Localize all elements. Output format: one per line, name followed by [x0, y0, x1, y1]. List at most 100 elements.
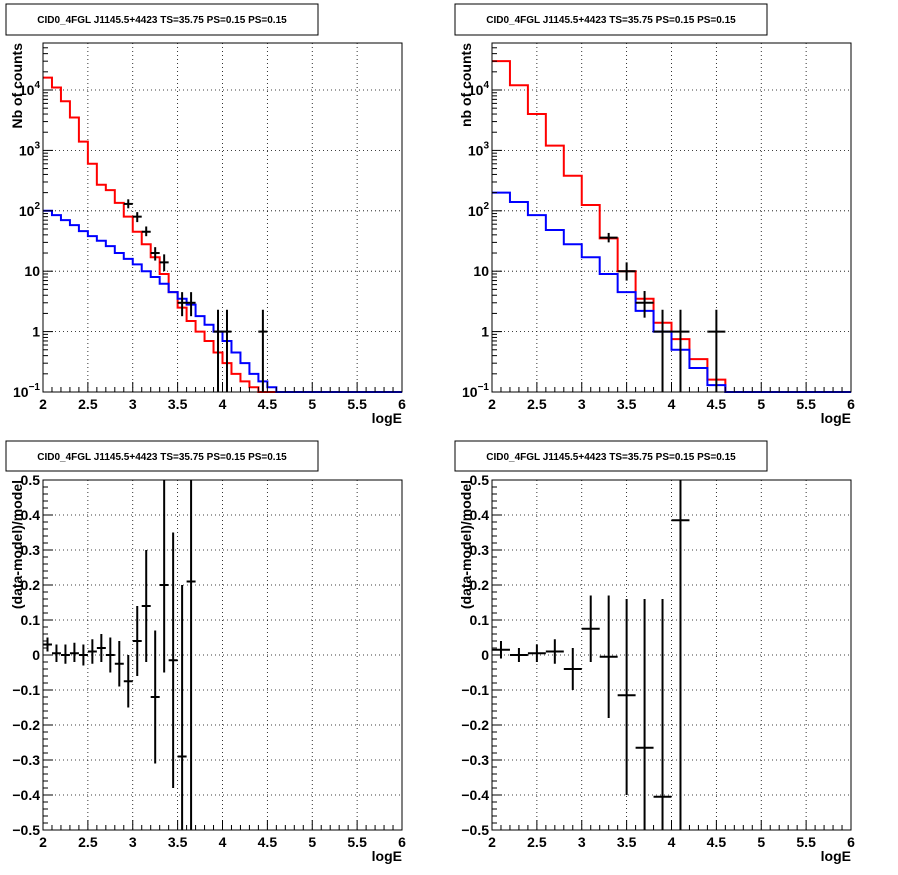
x-tick-label: 6 — [398, 396, 406, 412]
panel-title-top-right: CID0_4FGL J1145.5+4423 TS=35.75 PS=0.15 … — [454, 3, 768, 36]
y-tick-label: −0.1 — [12, 682, 40, 698]
plot-counts-left: 2 2.5 3 3.5 4 4.5 5 5.5 6logE10−1110102103104Nb … — [9, 42, 406, 426]
x-tick-label: 6 — [847, 396, 855, 412]
data-point — [60, 644, 70, 664]
data-points — [43, 480, 196, 830]
y-tick-base: 10 — [19, 203, 35, 219]
y-axis-title: Nb of counts — [9, 43, 25, 129]
y-tick-label: 0.1 — [470, 612, 490, 628]
x-tick-label: 3.5 — [617, 396, 637, 412]
y-tick-label: 0.3 — [470, 542, 490, 558]
x-tick-label: 2.5 — [78, 396, 98, 412]
y-tick-label: 0.4 — [21, 507, 41, 523]
panel-title-text: CID0_4FGL J1145.5+4423 TS=35.75 PS=0.15 … — [486, 15, 736, 26]
data-point — [653, 599, 672, 830]
panel-title-top-left: CID0_4FGL J1145.5+4423 TS=35.75 PS=0.15 … — [5, 3, 319, 36]
data-point — [51, 644, 61, 662]
data-point — [671, 480, 690, 830]
data-point — [635, 291, 654, 318]
x-tick-label: 6 — [398, 834, 406, 850]
y-tick-base: 10 — [19, 82, 35, 98]
x-tick-label: 4 — [219, 396, 227, 412]
x-tick-label: 4.5 — [707, 396, 727, 412]
y-axis: −0.5 −0.4 −0.3 −0.2 −0.1 0 0.1 0.2 0.3 0.4 0.5(dat… — [9, 472, 53, 838]
grid-lines — [492, 480, 851, 830]
data-point — [527, 644, 546, 662]
data-point — [563, 648, 582, 690]
y-tick-label: 0.5 — [470, 472, 490, 488]
y-tick-label: 10−1 — [462, 382, 489, 400]
y-tick-label: 102 — [19, 201, 41, 219]
data-point — [599, 595, 618, 718]
y-tick-label: 102 — [468, 201, 490, 219]
x-tick-label: 3 — [578, 396, 586, 412]
data-point — [213, 309, 223, 392]
x-tick-label: 5 — [308, 396, 316, 412]
x-axis-title: logE — [372, 410, 402, 426]
y-tick-base: 10 — [462, 384, 478, 400]
y-tick-exponent: 4 — [483, 80, 489, 91]
panel-title-bottom-right: CID0_4FGL J1145.5+4423 TS=35.75 PS=0.15 … — [454, 440, 768, 472]
y-tick-label: 103 — [468, 140, 490, 158]
x-tick-label: 2 — [488, 834, 496, 850]
data-point — [150, 630, 160, 764]
y-tick-label: −0.3 — [461, 752, 489, 768]
y-tick-label: −0.2 — [12, 717, 40, 733]
data-point — [159, 254, 169, 272]
x-tick-label: 5 — [757, 396, 765, 412]
x-tick-label: 4.5 — [258, 834, 278, 850]
y-tick-label: 104 — [19, 80, 41, 98]
y-tick-label: −0.5 — [461, 822, 489, 838]
x-tick-label: 6 — [847, 834, 855, 850]
x-tick-label: 5 — [308, 834, 316, 850]
y-tick-base: 10 — [468, 142, 484, 158]
x-tick-label: 2.5 — [527, 834, 547, 850]
y-tick-label: −0.5 — [12, 822, 40, 838]
x-tick-label: 3.5 — [617, 834, 637, 850]
x-tick-label: 5.5 — [796, 834, 816, 850]
y-tick-label: 0.5 — [21, 472, 41, 488]
data-point — [222, 309, 232, 392]
data-point — [132, 606, 142, 676]
x-tick-label: 5.5 — [796, 396, 816, 412]
data-point — [671, 309, 690, 392]
x-tick-label: 4 — [219, 834, 227, 850]
panel-title-bottom-left: CID0_4FGL J1145.5+4423 TS=35.75 PS=0.15 … — [5, 440, 319, 472]
y-tick-exponent: −1 — [29, 382, 41, 393]
data-point — [492, 641, 510, 659]
x-tick-label: 2 — [39, 396, 47, 412]
data-point — [168, 532, 178, 788]
y-tick-label: 0.3 — [21, 542, 41, 558]
data-points — [492, 480, 690, 830]
data-points — [599, 232, 726, 392]
x-tick-label: 5 — [757, 834, 765, 850]
x-tick-label: 3 — [129, 396, 137, 412]
panel-title-text: CID0_4FGL J1145.5+4423 TS=35.75 PS=0.15 … — [486, 452, 736, 463]
y-tick-label: −0.4 — [461, 787, 489, 803]
x-tick-label: 2.5 — [527, 396, 547, 412]
y-tick-label: 0.2 — [470, 577, 490, 593]
x-tick-label: 5.5 — [347, 834, 367, 850]
y-tick-base: 10 — [13, 384, 29, 400]
data-point — [141, 550, 151, 662]
panel-title-text: CID0_4FGL J1145.5+4423 TS=35.75 PS=0.15 … — [37, 15, 287, 26]
data-point — [186, 480, 196, 830]
plot-residuals-right: 2 2.5 3 3.5 4 4.5 5 5.5 6logE−0.5−0.4−0.3−0.2−0.… — [458, 472, 855, 864]
data-point — [105, 637, 115, 673]
histogram-series-model-background — [492, 191, 851, 393]
y-tick-label: 10 — [24, 263, 40, 279]
data-point — [114, 641, 124, 687]
y-tick-exponent: 3 — [34, 140, 40, 151]
x-tick-label: 3 — [129, 834, 137, 850]
data-point — [707, 309, 726, 392]
y-axis-title: (data-model)/model — [458, 480, 474, 609]
data-point — [123, 199, 133, 209]
x-tick-label: 2.5 — [78, 834, 98, 850]
y-tick-base: 10 — [468, 82, 484, 98]
x-axis-title: logE — [372, 848, 402, 864]
x-tick-label: 5.5 — [347, 396, 367, 412]
